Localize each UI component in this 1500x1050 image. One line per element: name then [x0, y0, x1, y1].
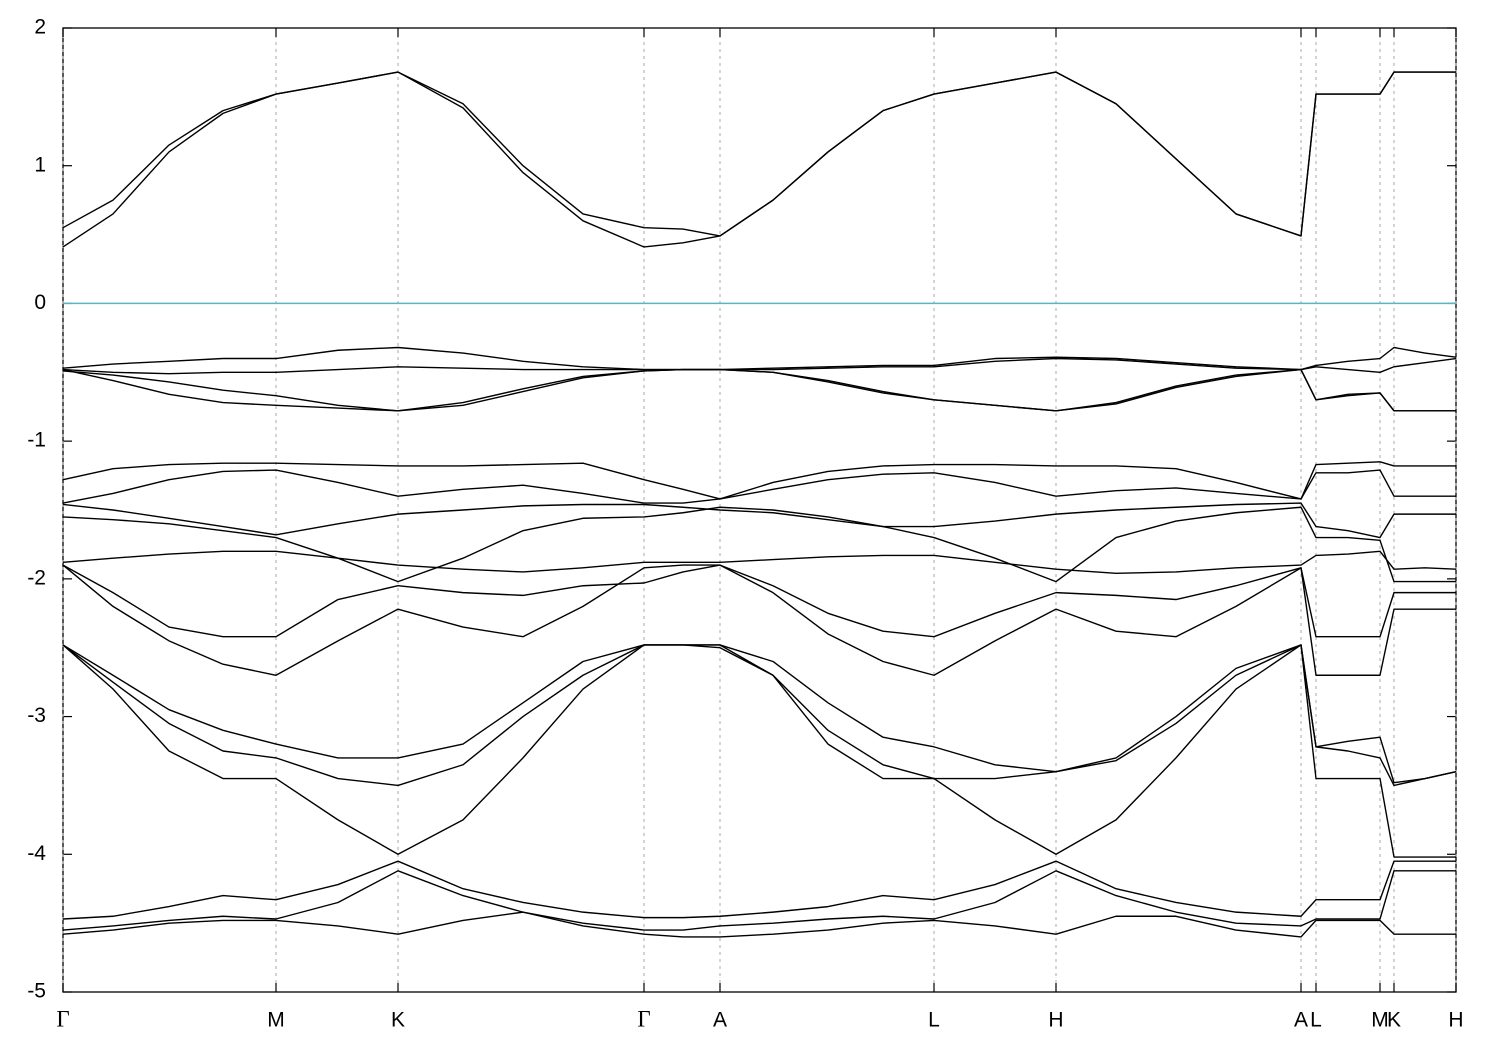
band-line — [62, 506, 1456, 583]
band-line — [62, 644, 1456, 858]
band-line — [62, 911, 1456, 938]
x-tick-label: L — [928, 1009, 940, 1032]
band-line — [62, 368, 1456, 412]
band-line — [62, 550, 1457, 575]
band-line — [62, 860, 1456, 920]
plot-frame — [62, 27, 1457, 993]
band-line — [62, 461, 1456, 500]
y-tick-label: -4 — [27, 842, 46, 865]
x-tick-label: H — [1048, 1009, 1063, 1032]
x-tick-label: A — [713, 1009, 727, 1032]
band-line — [62, 469, 1456, 504]
y-tick-label: 1 — [34, 153, 46, 176]
band-line — [62, 502, 1456, 539]
band-line — [62, 357, 1457, 375]
x-tick-label: Γ — [56, 1006, 69, 1031]
x-tick-label: A — [1294, 1009, 1308, 1032]
band-line — [62, 644, 1457, 787]
x-tick-label: Γ — [637, 1006, 650, 1031]
band-line — [62, 346, 1457, 371]
y-tick-label: -5 — [27, 980, 46, 1003]
x-tick-label: K — [1387, 1009, 1401, 1032]
band-line — [62, 564, 1456, 638]
x-tick-label: M — [1371, 1009, 1389, 1032]
band-line — [62, 564, 1456, 676]
y-tick-label: -1 — [27, 429, 46, 452]
y-tick-label: 0 — [34, 291, 46, 314]
x-tick-label: L — [1310, 1009, 1322, 1032]
band-line — [62, 870, 1456, 931]
x-tick-label: K — [391, 1009, 405, 1032]
x-tick-label: M — [267, 1009, 285, 1032]
band-line — [62, 71, 1456, 237]
band-line — [62, 644, 1457, 784]
y-tick-label: -3 — [27, 704, 46, 727]
y-tick-label: 2 — [34, 16, 46, 39]
x-tick-label: H — [1448, 1009, 1463, 1032]
band-line — [62, 71, 1456, 248]
y-tick-label: -2 — [27, 566, 46, 589]
